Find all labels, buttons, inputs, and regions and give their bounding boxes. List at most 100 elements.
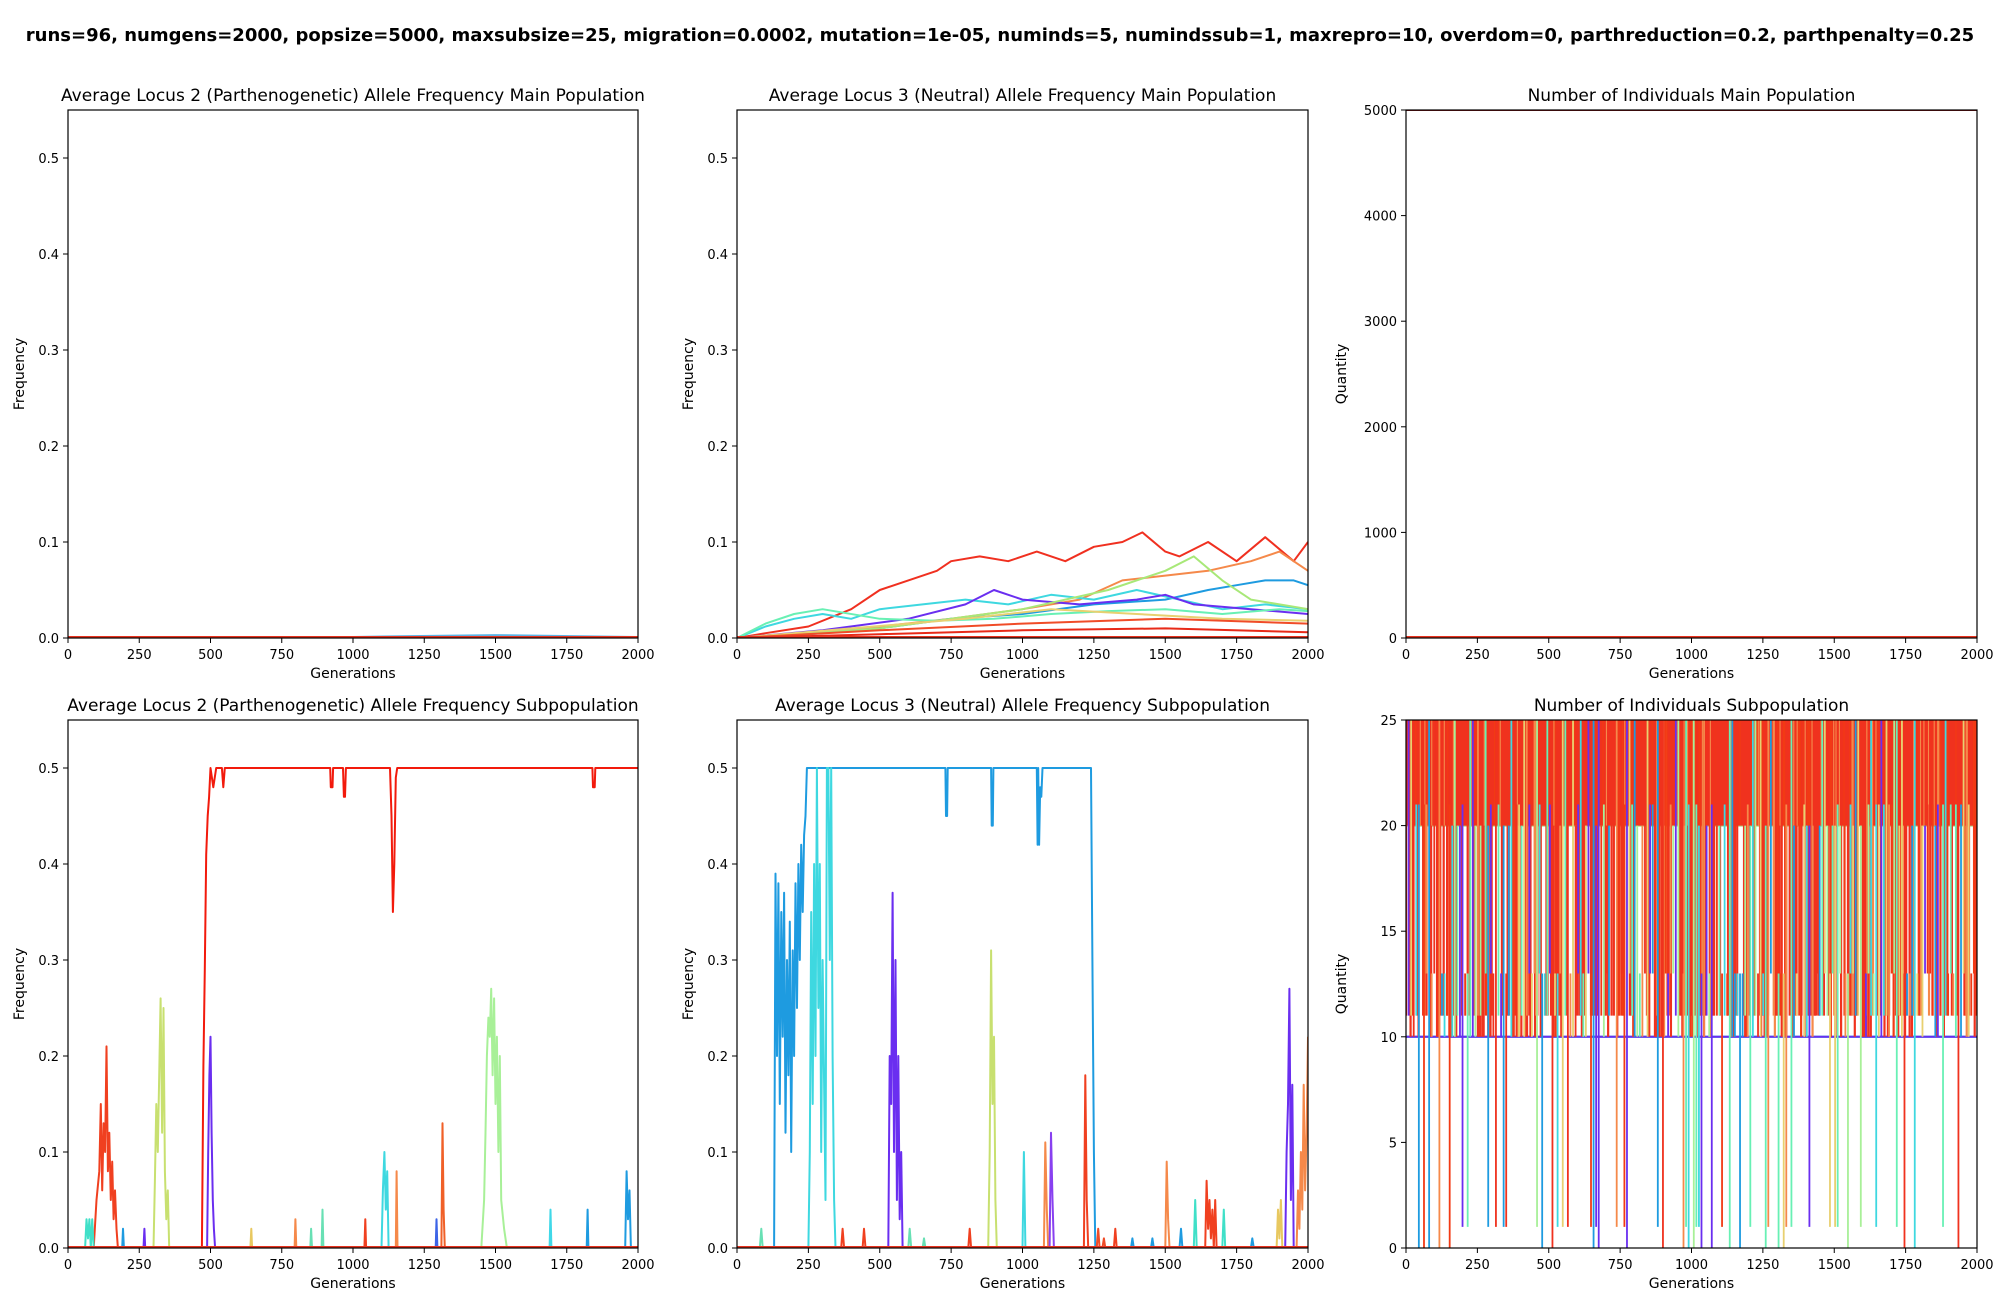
x-tick-label: 1000 xyxy=(1006,648,1039,663)
y-tick-label: 15 xyxy=(1380,925,1397,940)
x-tick-label: 1750 xyxy=(1220,648,1253,663)
panel-title: Average Locus 2 (Parthenogenetic) Allele… xyxy=(61,86,645,106)
y-tick-label: 0.4 xyxy=(707,858,728,873)
chart-panel-2: 0 250 500 750 1000 1250 1500 1750 2000 0.0 0.1 0.2 0… xyxy=(681,86,1325,682)
x-tick-label: 0 xyxy=(1402,648,1410,663)
chart-panel-4: 0 250 500 750 1000 1250 1500 1750 2000 0.0 0.1 0.2 0… xyxy=(12,696,655,1292)
chart-panel-3: 0 250 500 750 1000 1250 1500 1750 2000 0 1000 2000 3… xyxy=(1334,86,1994,682)
series-line-6 xyxy=(380,1151,390,1248)
x-tick-label: 1250 xyxy=(408,648,441,663)
x-tick-label: 500 xyxy=(1536,1258,1561,1273)
y-axis-label: Frequency xyxy=(681,948,697,1020)
series-line-6 xyxy=(737,555,1308,638)
y-tick-label: 0.4 xyxy=(707,248,728,263)
y-tick-label: 5 xyxy=(1389,1136,1397,1151)
x-tick-label: 1750 xyxy=(1220,1258,1253,1273)
y-axis-label: Frequency xyxy=(12,948,28,1020)
x-tick-label: 1000 xyxy=(336,1258,369,1273)
series-line-4 xyxy=(987,949,998,1248)
y-tick-label: 0.0 xyxy=(38,1242,59,1257)
y-tick-label: 20 xyxy=(1380,820,1397,835)
series-line-1 xyxy=(737,531,1308,638)
y-tick-label: 0.1 xyxy=(38,536,59,551)
x-tick-label: 750 xyxy=(1608,1258,1633,1273)
y-tick-label: 0.2 xyxy=(707,1050,728,1065)
y-axis-label: Quantity xyxy=(1334,954,1350,1015)
x-tick-label: 500 xyxy=(867,648,892,663)
series-line-5 xyxy=(480,987,508,1248)
series-line-7 xyxy=(737,608,1308,638)
x-tick-label: 1250 xyxy=(1077,1258,1110,1273)
y-tick-label: 0 xyxy=(1389,1242,1397,1257)
x-tick-label: 500 xyxy=(198,648,223,663)
x-tick-label: 750 xyxy=(939,648,964,663)
x-tick-label: 250 xyxy=(1465,648,1490,663)
y-tick-label: 0.1 xyxy=(38,1146,59,1161)
y-tick-label: 0.0 xyxy=(707,1242,728,1257)
series-line-9 xyxy=(624,1170,632,1248)
panel-title: Average Locus 3 (Neutral) Allele Frequen… xyxy=(775,696,1270,716)
series-line-17 xyxy=(1275,1199,1284,1248)
y-tick-label: 0.1 xyxy=(707,536,728,551)
series-line-14 xyxy=(758,1227,927,1248)
panel-title: Average Locus 3 (Neutral) Allele Frequen… xyxy=(769,86,1276,106)
series-line-13 xyxy=(249,1227,254,1248)
y-tick-label: 0.3 xyxy=(38,954,59,969)
y-tick-label: 0.2 xyxy=(707,440,728,455)
series-line-14 xyxy=(293,1218,298,1248)
x-tick-label: 1250 xyxy=(1746,648,1779,663)
x-tick-label: 2000 xyxy=(1291,648,1324,663)
y-tick-label: 4000 xyxy=(1364,210,1397,225)
series-line-7 xyxy=(1021,1151,1027,1248)
series-line-5 xyxy=(1042,1141,1050,1248)
figure-suptitle: runs=96, numgens=2000, popsize=5000, max… xyxy=(26,25,1974,46)
y-tick-label: 10 xyxy=(1380,1031,1397,1046)
x-tick-label: 1000 xyxy=(1675,648,1708,663)
x-tick-label: 250 xyxy=(1465,1258,1490,1273)
series-line-2 xyxy=(807,767,837,1248)
x-tick-label: 1250 xyxy=(1746,1258,1779,1273)
x-tick-label: 2000 xyxy=(621,648,654,663)
series-line-2 xyxy=(92,1045,119,1248)
series-line-3 xyxy=(152,997,171,1248)
y-tick-label: 0.2 xyxy=(38,440,59,455)
y-axis-label: Frequency xyxy=(681,338,697,410)
series-line-19 xyxy=(585,1208,590,1248)
x-tick-label: 1500 xyxy=(1149,648,1182,663)
x-tick-label: 0 xyxy=(733,648,741,663)
y-tick-label: 0.4 xyxy=(38,858,59,873)
series-line-16 xyxy=(363,1218,368,1248)
series-line-15 xyxy=(309,1208,325,1248)
x-tick-label: 0 xyxy=(64,648,72,663)
series-line-17 xyxy=(434,1218,439,1248)
series-line-1 xyxy=(68,767,638,1248)
series-group xyxy=(68,634,638,638)
series-line-4 xyxy=(206,1035,217,1248)
x-tick-label: 500 xyxy=(198,1258,223,1273)
x-axis-label: Generations xyxy=(1649,1276,1734,1292)
y-tick-label: 0.1 xyxy=(707,1146,728,1161)
chart-panel-1: 0 250 500 750 1000 1250 1500 1750 2000 0.0 0.1 0.2 0… xyxy=(12,86,655,682)
x-tick-label: 1000 xyxy=(336,648,369,663)
x-tick-label: 1500 xyxy=(1149,1258,1182,1273)
y-tick-label: 3000 xyxy=(1364,315,1397,330)
series-line-6 xyxy=(1048,1131,1055,1248)
series-line-3 xyxy=(887,891,904,1248)
x-tick-label: 1750 xyxy=(1889,1258,1922,1273)
x-tick-label: 0 xyxy=(1402,1258,1410,1273)
y-tick-label: 0.5 xyxy=(707,762,728,777)
series-line-1 xyxy=(773,767,1097,1248)
x-tick-label: 0 xyxy=(733,1258,741,1273)
x-tick-label: 750 xyxy=(269,1258,294,1273)
y-tick-label: 0.0 xyxy=(38,632,59,647)
x-axis-label: Generations xyxy=(310,666,395,682)
x-tick-label: 250 xyxy=(127,648,152,663)
series-line-8 xyxy=(737,608,1308,638)
x-tick-label: 0 xyxy=(64,1258,72,1273)
x-tick-label: 1500 xyxy=(479,648,512,663)
y-tick-label: 0 xyxy=(1389,632,1397,647)
x-tick-label: 500 xyxy=(1536,648,1561,663)
x-tick-label: 2000 xyxy=(1960,648,1993,663)
series-line-18 xyxy=(548,1208,553,1248)
